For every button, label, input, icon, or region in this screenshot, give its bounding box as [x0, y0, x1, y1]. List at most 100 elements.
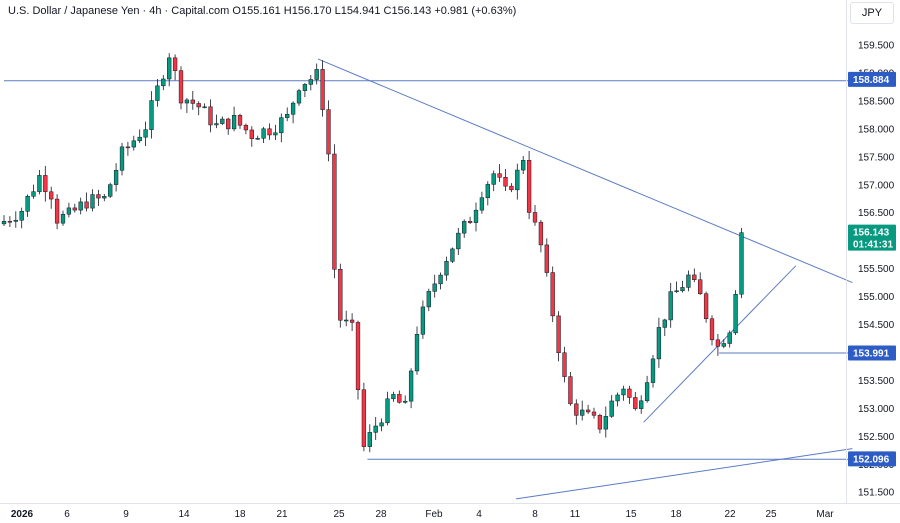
price-tick-label: 155.000	[858, 292, 895, 303]
candle	[397, 390, 402, 404]
chart-header: U.S. Dollar / Japanese Yen · 4h · Capita…	[8, 5, 516, 17]
price-tick-label: 157.000	[858, 180, 895, 191]
time-tick-label: 28	[375, 509, 387, 520]
price-tick-label: 154.500	[858, 320, 895, 331]
candle	[220, 116, 225, 125]
candle	[19, 207, 24, 229]
candle	[644, 375, 650, 403]
candle	[66, 202, 72, 218]
price-tick-label: 159.500	[858, 41, 895, 52]
candle	[60, 210, 66, 226]
candle	[698, 272, 703, 295]
candle	[367, 424, 372, 453]
time-axis[interactable]: 2026 6 9 14 18 21 25 28 Feb 4 8 11 15 18 22 25 Mar	[11, 509, 834, 520]
price-tick-label: 158.500	[858, 96, 895, 107]
candle	[302, 83, 308, 98]
candle	[456, 227, 461, 255]
candle	[580, 400, 585, 421]
time-tick-label: 18	[234, 509, 246, 520]
time-tick-label: 8	[532, 509, 538, 520]
candle	[544, 238, 549, 277]
candle	[385, 391, 390, 426]
candle	[155, 79, 160, 107]
candle	[267, 123, 272, 140]
candle	[414, 326, 420, 375]
candle	[703, 291, 709, 323]
candle	[633, 391, 638, 411]
last-price-label: 156.143	[853, 228, 890, 239]
candle	[420, 300, 426, 339]
candle	[662, 318, 667, 337]
candle	[119, 142, 125, 176]
symbol-title[interactable]: U.S. Dollar / Japanese Yen · 4h · Capita…	[8, 5, 230, 17]
candle	[131, 135, 136, 151]
candle	[709, 315, 715, 346]
price-tick-label: 158.000	[858, 124, 895, 135]
trend-line-lower-trend[interactable]	[516, 448, 853, 500]
candle	[585, 404, 591, 414]
candle	[603, 406, 608, 438]
candle	[78, 197, 83, 215]
candle	[361, 382, 367, 452]
price-tick-label: 153.500	[858, 376, 895, 387]
candle	[556, 311, 561, 362]
candle	[444, 256, 449, 281]
candles	[1, 53, 744, 453]
candle	[143, 121, 148, 146]
candle	[296, 88, 302, 106]
candle	[562, 346, 567, 383]
candle	[503, 169, 508, 191]
candle	[438, 272, 443, 290]
candle	[290, 101, 296, 124]
candle	[538, 219, 544, 253]
candle	[426, 288, 431, 312]
svg-text:158.884: 158.884	[853, 75, 890, 86]
candle	[686, 270, 691, 292]
candle	[226, 117, 231, 135]
time-tick-label: 2026	[11, 509, 34, 520]
price-tag: 153.991	[848, 345, 896, 361]
candle	[1, 215, 7, 227]
candle	[178, 66, 184, 110]
candle	[261, 126, 266, 143]
time-tick-label: 11	[570, 509, 581, 520]
candle	[314, 63, 319, 85]
candle	[338, 263, 343, 328]
candle	[568, 372, 573, 406]
candle	[450, 247, 455, 263]
candle	[521, 156, 526, 175]
price-tick-label: 152.500	[858, 432, 895, 443]
candle	[373, 416, 378, 440]
candle	[13, 211, 18, 228]
candle	[96, 189, 101, 206]
candle	[715, 333, 721, 356]
time-tick-label: 15	[625, 509, 637, 520]
trend-line-descending[interactable]	[317, 58, 853, 284]
candle	[279, 113, 284, 143]
candle	[49, 186, 54, 209]
candle	[491, 170, 496, 192]
candle	[172, 54, 178, 81]
candle	[526, 150, 532, 220]
candle	[656, 317, 662, 368]
candle	[467, 216, 473, 225]
candle	[285, 107, 290, 122]
candle	[25, 194, 30, 217]
currency-button[interactable]: JPY	[850, 2, 894, 24]
price-tick-label: 156.500	[858, 208, 895, 219]
close-value: C156.143	[383, 5, 432, 17]
price-tag: 152.096	[848, 451, 896, 467]
price-tag: 158.884	[848, 71, 896, 87]
price-tick-label: 151.500	[858, 488, 895, 499]
price-tick-label: 157.500	[858, 152, 895, 163]
candle	[54, 194, 60, 230]
candle	[326, 100, 331, 162]
candle	[621, 385, 626, 401]
time-tick-label: 22	[724, 509, 736, 520]
candle	[692, 268, 697, 283]
candle	[379, 418, 384, 432]
price-axis[interactable]: 159.500159.000158.500158.000157.500157.0…	[858, 41, 895, 499]
candle	[532, 204, 538, 226]
high-value: H156.170	[283, 5, 332, 17]
